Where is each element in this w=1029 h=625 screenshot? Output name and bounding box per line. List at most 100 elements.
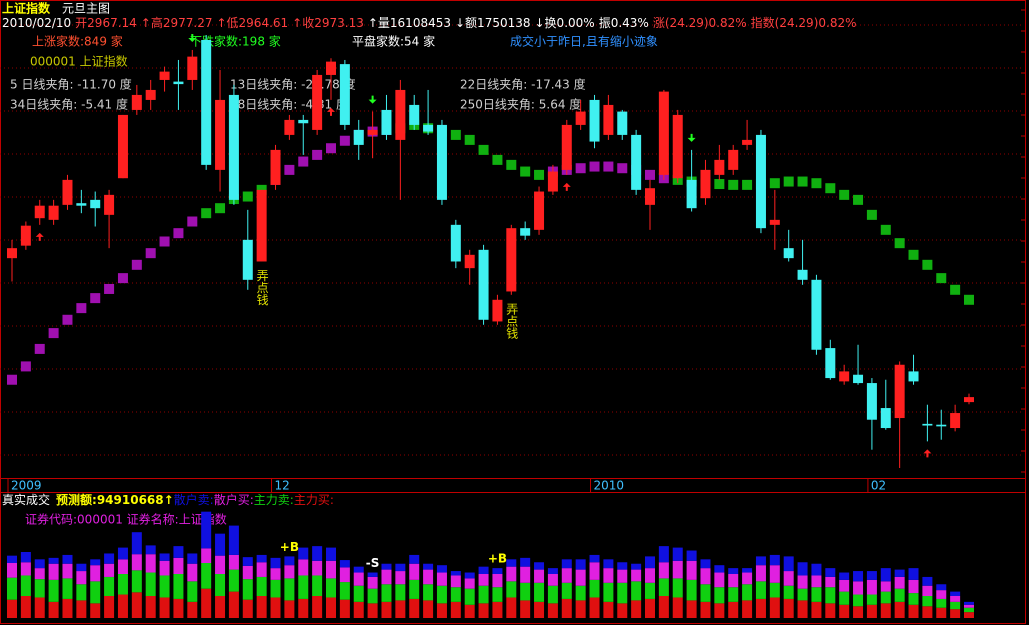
volume-segment — [62, 554, 73, 564]
candle-body — [547, 171, 558, 192]
volume-segment — [658, 546, 669, 563]
volume-segment — [645, 582, 655, 599]
volume-segment — [34, 579, 45, 598]
volume-segment — [603, 582, 614, 602]
volume-segment — [104, 553, 115, 564]
volume-segment — [617, 562, 628, 570]
volume-segment — [381, 563, 392, 570]
market-stat: 下跌家数:198 家 — [190, 34, 281, 49]
volume-segment — [270, 568, 281, 580]
volume-segment — [353, 585, 364, 602]
volume-segment — [90, 581, 101, 604]
volume-segment — [797, 562, 808, 576]
volume-segment — [839, 604, 850, 618]
volume-segment — [423, 563, 434, 570]
ma-dot — [728, 179, 739, 190]
candle-body — [34, 205, 45, 219]
candle-body — [561, 124, 572, 170]
market-stat: 平盘家数:54 家 — [352, 34, 435, 49]
ma-dot — [936, 273, 947, 284]
volume-segment — [367, 572, 378, 577]
volume-segment — [423, 600, 434, 618]
ma-dot — [145, 248, 156, 259]
sell-arrow — [368, 95, 377, 104]
volume-segment — [894, 601, 905, 618]
candle-body — [256, 189, 267, 262]
ma-dot — [811, 178, 822, 189]
volume-segment — [880, 581, 891, 592]
volume-segment — [353, 601, 364, 618]
ma-dot — [76, 303, 87, 314]
quote-item: 振0.43% — [599, 16, 649, 30]
volume-segment — [159, 553, 170, 561]
volume-segment — [201, 563, 212, 589]
candle-body — [48, 205, 59, 220]
volume-segment — [312, 575, 323, 596]
volume-segment — [811, 587, 822, 602]
volume-segment — [769, 582, 780, 598]
ma-dot — [769, 178, 780, 189]
volume-segment — [76, 600, 87, 618]
volume-segment — [825, 587, 836, 604]
volume-segment — [936, 590, 947, 599]
ma-dot — [104, 283, 115, 294]
volume-segment — [270, 597, 281, 618]
candle-body — [686, 179, 697, 209]
candle-body — [159, 71, 170, 80]
volume-segment — [464, 604, 475, 618]
volume-segment — [242, 565, 253, 580]
volume-segment — [381, 584, 392, 602]
volume-segment — [20, 596, 31, 618]
volume-segment — [298, 547, 309, 560]
volume-segment — [811, 601, 822, 618]
volume-segment — [201, 511, 212, 549]
candle-body — [853, 374, 864, 384]
volume-segment — [117, 547, 128, 560]
volume-segment — [409, 598, 420, 618]
volume-segment — [589, 562, 600, 580]
candle-body — [104, 194, 115, 215]
volume-segment — [520, 557, 531, 567]
quote-line: 2010/02/10 开2967.14 ↑高2977.27 ↑低2964.61 ↑收29… — [2, 15, 857, 30]
angle-stat: 5 日线夹角: -11.70 度 — [10, 77, 132, 92]
volume-segment — [728, 587, 739, 602]
volume-segment — [131, 592, 142, 618]
volume-segment — [339, 599, 350, 618]
candle-body — [839, 371, 850, 382]
volume-segment — [825, 576, 836, 588]
volume-segment — [797, 600, 808, 618]
candle-body — [381, 109, 392, 135]
quote-item: 涨(24.29)0.82% — [653, 15, 747, 30]
volume-segment — [742, 568, 753, 573]
volume-segment — [409, 579, 420, 599]
volume-segment — [90, 603, 101, 618]
subtitle: 元旦主图 — [62, 2, 110, 16]
volume-segment — [520, 582, 531, 601]
volume-segment — [561, 568, 572, 583]
volume-segment — [700, 584, 711, 602]
ma-dot — [839, 189, 850, 200]
ma-dot — [534, 169, 545, 180]
volume-segment — [589, 597, 600, 618]
x-tick-label: 02 — [871, 479, 886, 493]
volume-segment — [575, 559, 586, 570]
volume-segment — [450, 601, 461, 618]
volume-segment — [450, 575, 461, 588]
angle-stat: 34日线夹角: -5.41 度 — [10, 97, 128, 112]
volume-segment — [783, 571, 794, 586]
ma-dot — [339, 135, 350, 146]
volume-segment — [201, 548, 212, 563]
candle-body — [742, 139, 753, 145]
volume-segment — [215, 533, 226, 556]
volume-segment — [464, 578, 475, 589]
volume-segment — [714, 565, 725, 573]
volume-segment — [561, 582, 572, 599]
signal-label: +B — [488, 552, 507, 566]
volume-segment — [658, 578, 669, 596]
volume-segment — [950, 596, 961, 602]
candle-body — [769, 219, 780, 225]
volume-segment — [728, 574, 739, 588]
legend-entry: 主力卖: — [254, 493, 294, 507]
volume-segment — [617, 569, 628, 583]
